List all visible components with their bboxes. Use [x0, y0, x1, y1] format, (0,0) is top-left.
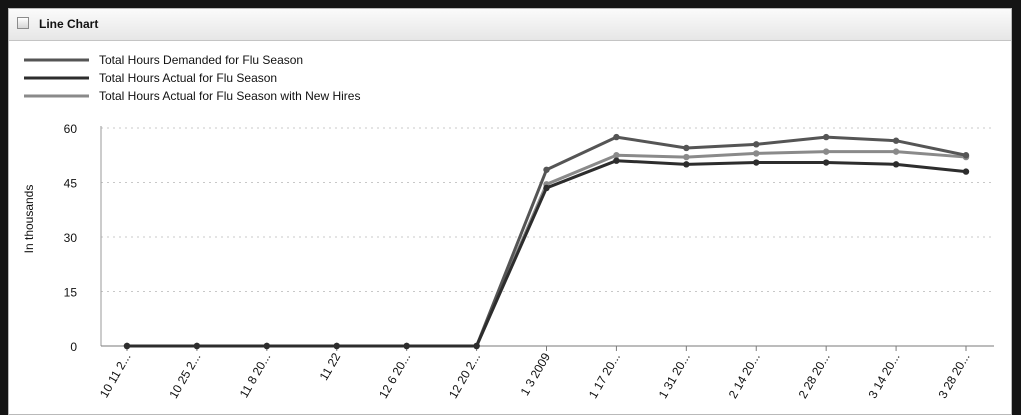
y-axis-label: In thousands [22, 185, 36, 254]
series-2-point-5 [403, 342, 410, 350]
series-2-point-6 [473, 342, 480, 350]
series-1-point-10 [753, 141, 760, 148]
x-tick-label-1: 10 11 2... [97, 351, 134, 401]
collapse-toggle-icon[interactable] [17, 17, 29, 29]
series-2-point-9 [683, 161, 690, 168]
chart-panel: Line Chart Total Hours Demanded for Flu … [8, 8, 1012, 415]
x-tick-label-9: 1 31 20... [656, 351, 693, 401]
grid-lines [101, 127, 994, 292]
series-2-point-10 [753, 159, 760, 166]
y-tick-label-30: 30 [64, 231, 78, 245]
x-axis-ticks: 10 11 2... 10 25 2... 11 8 20... 11 22 12 6 … [97, 346, 973, 401]
x-tick-label-10: 2 14 20... [726, 351, 763, 401]
series-line-3 [127, 150, 967, 348]
series-3-point-11 [822, 148, 830, 155]
x-tick-label-12: 3 14 20... [866, 351, 903, 401]
legend-label-1: Total Hours Demanded for Flu Season [99, 53, 303, 67]
x-tick-label-4: 11 22 [317, 350, 344, 383]
series-3-point-10 [753, 150, 760, 157]
x-tick-label-8: 1 17 20... [586, 351, 623, 401]
series-2-point-7 [543, 184, 550, 192]
legend-label-3: Total Hours Actual for Flu Season with N… [99, 89, 360, 103]
series-2-point-2 [193, 342, 201, 350]
series-2-point-4 [333, 342, 340, 350]
x-tick-label-3: 11 8 20... [237, 351, 274, 401]
x-tick-label-2: 10 25 2... [166, 351, 203, 401]
series-lines [123, 133, 970, 350]
series-1-point-12 [892, 137, 900, 144]
y-tick-label-60: 60 [64, 122, 78, 136]
series-3-point-8 [613, 152, 620, 159]
x-tick-label-13: 3 28 20... [935, 351, 972, 401]
x-tick-label-6: 12 20 2... [446, 351, 483, 401]
series-2-point-13 [962, 168, 970, 175]
series-2-point-1 [123, 342, 131, 350]
series-3-point-12 [892, 148, 900, 155]
series-3-point-9 [683, 153, 690, 161]
series-1-point-13 [962, 152, 970, 159]
panel-header: Line Chart [9, 9, 1011, 41]
x-tick-label-11: 2 28 20... [796, 351, 833, 401]
series-2-point-8 [613, 157, 620, 164]
x-tick-label-5: 12 6 20... [376, 351, 413, 401]
series-2-point-11 [822, 159, 830, 166]
series-2-point-12 [892, 161, 900, 168]
y-tick-label-45: 45 [64, 177, 78, 191]
y-tick-label-0: 0 [70, 340, 77, 354]
series-1-point-8 [613, 133, 620, 141]
series-1-point-9 [683, 144, 690, 152]
series-1-point-11 [822, 133, 830, 141]
y-axis-ticks: 0 15 30 45 60 [64, 122, 78, 354]
series-1-point-7 [543, 166, 550, 173]
legend-label-2: Total Hours Actual for Flu Season [99, 71, 277, 85]
line-chart: Total Hours Demanded for Flu Season Total… [22, 53, 994, 401]
panel-title: Line Chart [39, 17, 99, 31]
x-tick-label-7: 1 3 2009 [518, 350, 554, 398]
y-tick-label-15: 15 [64, 286, 78, 300]
axes [100, 126, 994, 347]
legend: Total Hours Demanded for Flu Season Total… [24, 53, 360, 103]
series-2-point-3 [263, 342, 271, 350]
